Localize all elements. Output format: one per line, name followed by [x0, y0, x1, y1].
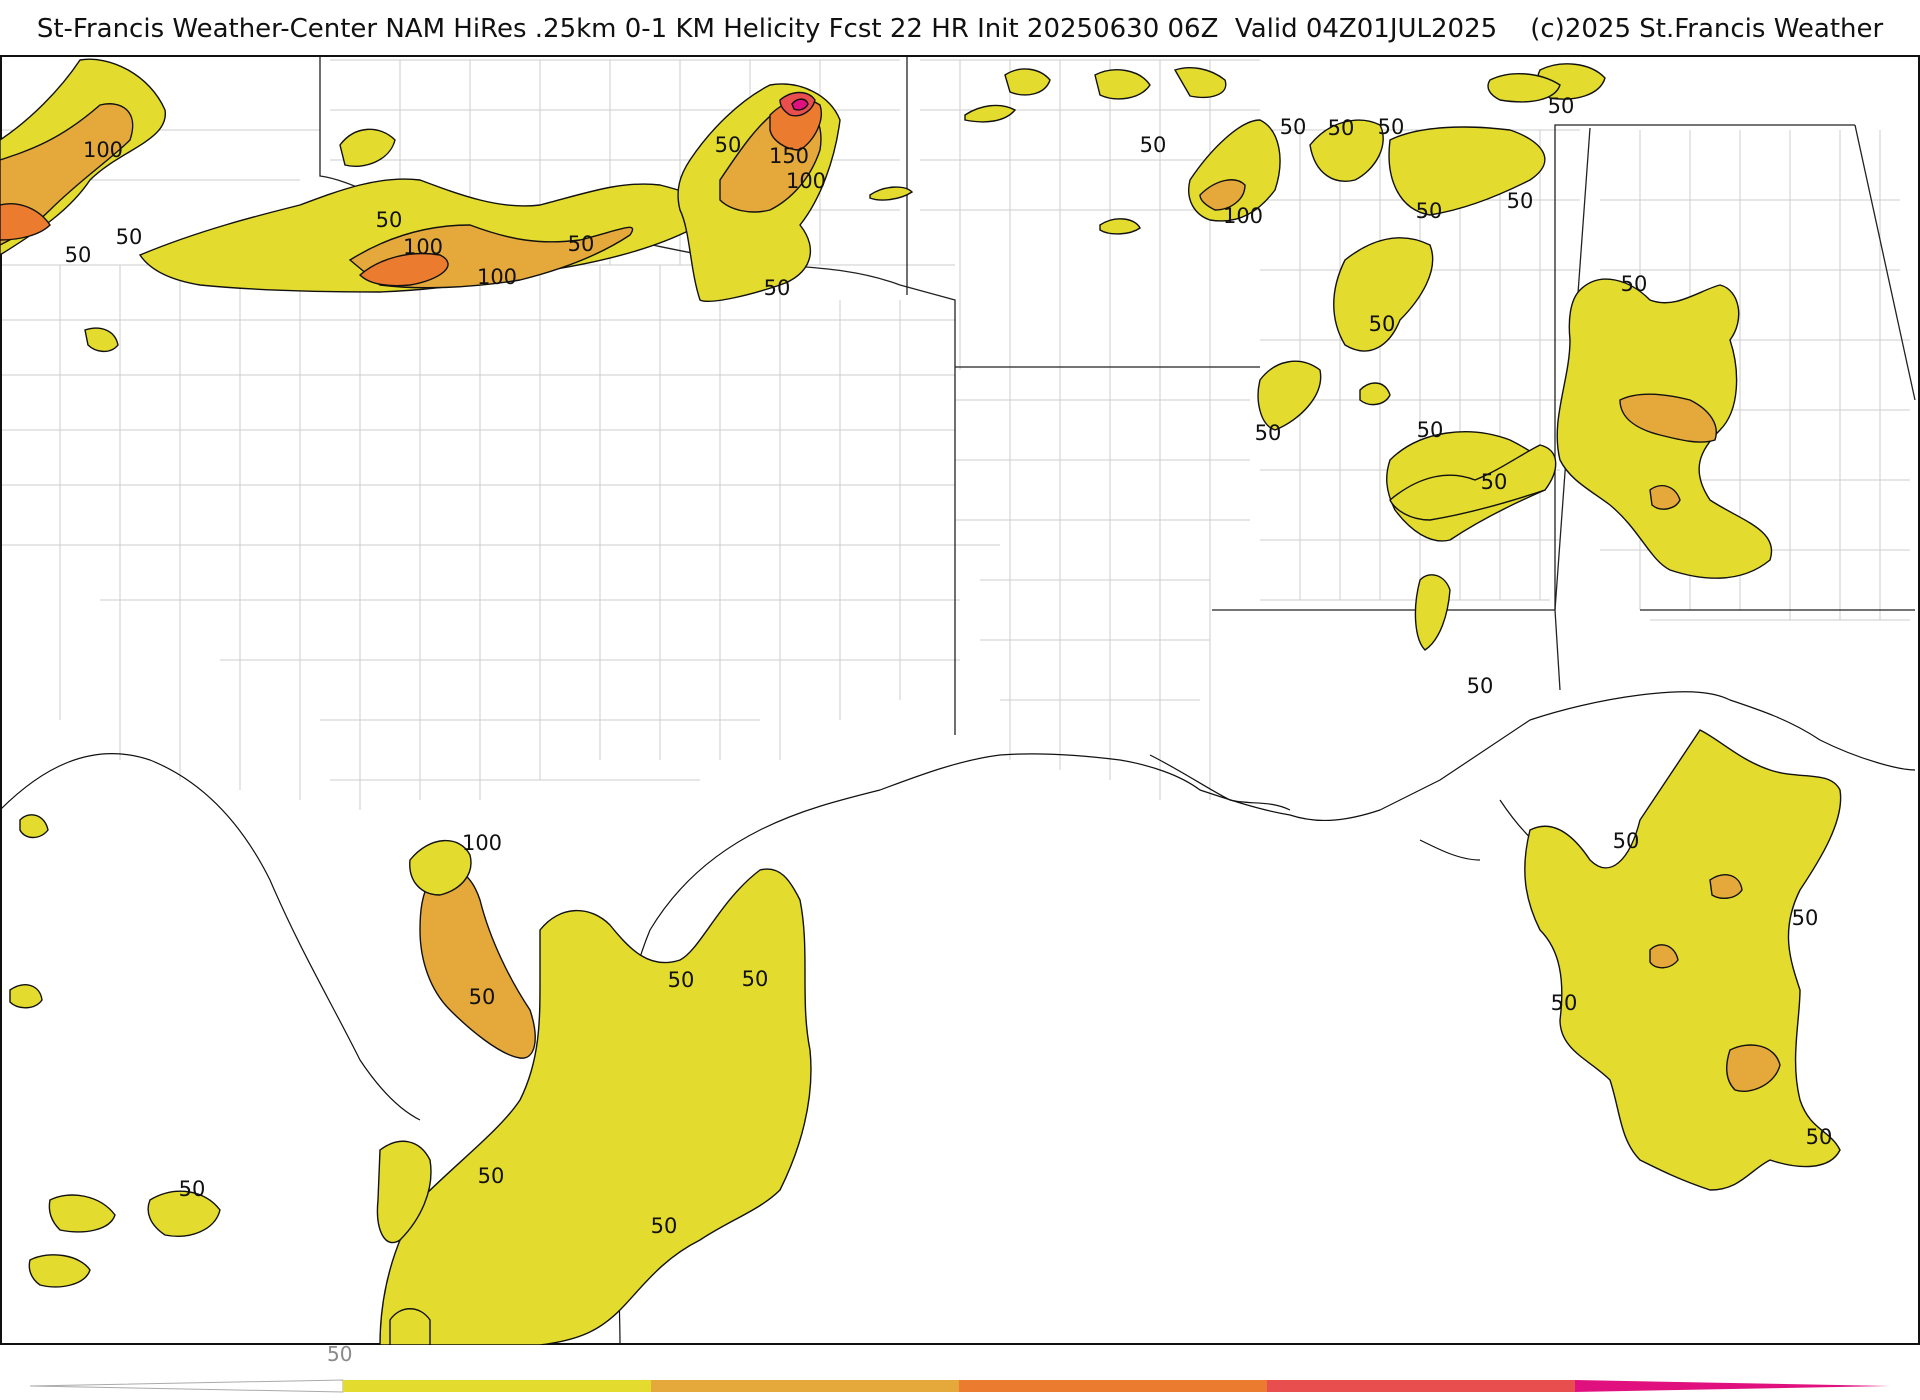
- contour-100-ar: [1199, 179, 1246, 211]
- contour-label: 50: [568, 232, 595, 256]
- contour-label: 50: [1417, 418, 1444, 442]
- contour-50-sw-1: [19, 814, 49, 839]
- contour-100-gulf-east-1: [1709, 874, 1743, 899]
- contour-label: 50: [376, 208, 403, 232]
- contour-label: 50: [764, 276, 791, 300]
- contour-label: 50: [668, 968, 695, 992]
- contour-100-al: [1619, 393, 1717, 443]
- contour-50-al-band: [1487, 72, 1561, 103]
- contour-50-tx-coast: [379, 868, 812, 1345]
- contour-50-mx-south: [48, 1194, 116, 1233]
- contour-label: 100: [462, 831, 502, 855]
- contour-50-small-2: [869, 186, 914, 201]
- contour-label: 50: [1613, 829, 1640, 853]
- contour-label: 50: [469, 985, 496, 1009]
- contour-label: 50: [179, 1177, 206, 1201]
- contour-50-ms-west: [1257, 360, 1322, 431]
- contour-label: 50: [65, 243, 92, 267]
- contour-50-mx-lower: [28, 1254, 91, 1288]
- coastline: [0, 691, 1916, 1345]
- contour-label: 50: [1369, 312, 1396, 336]
- contour-50-sw-2: [9, 984, 43, 1009]
- contour-label: 50: [1507, 189, 1534, 213]
- contour-label: 50: [1621, 272, 1648, 296]
- contour-label: 100: [83, 138, 123, 162]
- colorbar: [30, 1379, 1890, 1393]
- contour-label: 50: [1280, 115, 1307, 139]
- contour-100-tx-coast: [419, 869, 536, 1059]
- contour-50-small-8: [84, 327, 119, 353]
- contour-50-mx-border: [147, 1190, 221, 1237]
- contour-label: 100: [477, 265, 517, 289]
- contour-label: 50: [651, 1214, 678, 1238]
- contour-label: 100: [786, 169, 826, 193]
- contour-50-ms-north: [1388, 126, 1546, 216]
- contour-100-gulf-east-3: [1649, 944, 1679, 969]
- colorbar-low-arrow: [30, 1379, 344, 1393]
- contour-50-small-1: [339, 128, 396, 167]
- contour-100-al-south: [1649, 484, 1681, 510]
- contour-label: 150: [769, 144, 809, 168]
- contour-50-small-4: [1004, 68, 1051, 96]
- contour-label: 100: [403, 235, 443, 259]
- contour-50-tx-south: [376, 1140, 432, 1244]
- contour-50-tx-inland: [409, 839, 472, 896]
- contour-50-la-north: [1359, 382, 1391, 406]
- contour-150-nw: [0, 203, 51, 241]
- colorbar-tick-label: 50: [327, 1342, 353, 1366]
- contour-label: 50: [1328, 116, 1355, 140]
- contour-label: 50: [1551, 991, 1578, 1015]
- colorbar-segment: [1575, 1380, 1890, 1392]
- contour-50-ar-east: [1309, 119, 1384, 182]
- colorbar-segment: [959, 1380, 1267, 1392]
- contour-50-ms-stem: [1414, 574, 1451, 651]
- contour-150-ridge: [358, 252, 449, 287]
- contour-label: 50: [715, 133, 742, 157]
- contour-label: 50: [1806, 1125, 1833, 1149]
- contour-label: 100: [1223, 204, 1263, 228]
- contour-50-small-6: [1173, 67, 1227, 98]
- contour-250-north-cell: [791, 98, 809, 111]
- contour-label: 50: [742, 967, 769, 991]
- contour-50-small-3: [964, 104, 1017, 123]
- contour-label: 50: [1255, 421, 1282, 445]
- colorbar-segment: [651, 1380, 959, 1392]
- colorbar-segment: [1267, 1380, 1575, 1392]
- contour-label: 50: [1140, 133, 1167, 157]
- contour-50-ms-al-south: [1389, 444, 1557, 521]
- helicity-contours: [0, 58, 1842, 1345]
- contour-50-ms-mid: [1333, 237, 1434, 352]
- colorbar-segment: [343, 1380, 651, 1392]
- contour-label: 50: [1467, 674, 1494, 698]
- contour-50-small-7: [1099, 218, 1141, 235]
- contour-50-small-5: [1094, 69, 1151, 100]
- contour-label: 50: [1481, 470, 1508, 494]
- contour-label: 50: [1792, 906, 1819, 930]
- contour-label: 50: [1378, 115, 1405, 139]
- map-title: St-Francis Weather-Center NAM HiRes .25k…: [36, 14, 1884, 44]
- contour-50-tx-bottom: [389, 1308, 431, 1345]
- contour-label: 50: [478, 1164, 505, 1188]
- contour-label: 50: [1416, 199, 1443, 223]
- contour-label: 50: [116, 225, 143, 249]
- contour-label: 50: [1548, 94, 1575, 118]
- contour-100-gulf-east-2: [1726, 1044, 1781, 1092]
